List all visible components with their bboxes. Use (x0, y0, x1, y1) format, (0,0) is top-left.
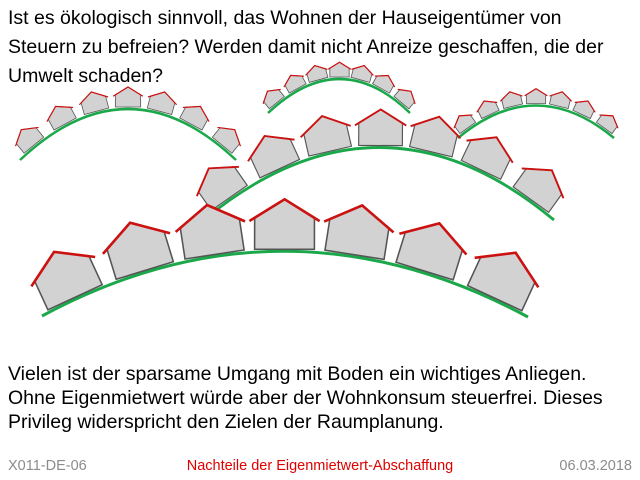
house-icon (350, 64, 374, 83)
house-icon (262, 88, 285, 110)
house-icon (524, 87, 548, 104)
house-icon (195, 165, 249, 212)
house-icon (14, 126, 45, 154)
house-icon (179, 105, 210, 131)
house-icon (572, 100, 596, 120)
house-icon (211, 126, 242, 154)
house-icon (323, 203, 395, 261)
slide-code: X011-DE-06 (8, 458, 87, 474)
house-icon (46, 105, 77, 131)
house-icon (146, 91, 178, 116)
house-icon (354, 108, 407, 147)
house-icon (372, 74, 396, 94)
house-icon (283, 74, 307, 94)
house-icon (78, 91, 110, 116)
hill-line (457, 104, 615, 139)
slide-topic: Nachteile der Eigenmietwert-Abschaffung (186, 458, 454, 474)
house-icon (174, 203, 246, 260)
house-icon (476, 100, 500, 120)
house-icon (512, 167, 565, 214)
hill-line (41, 249, 529, 319)
hill-line (267, 77, 411, 114)
house-icon (299, 114, 353, 157)
house-icon (30, 250, 104, 311)
house-icon (460, 136, 514, 180)
house-icon (395, 221, 468, 281)
house-icon (305, 64, 329, 83)
house-icon (247, 134, 301, 179)
slide-footer: X011-DE-06 Nachteile der Eigenmietwert-A… (8, 458, 632, 478)
house-icon (453, 114, 477, 135)
house-icon (248, 197, 321, 251)
house-icon (595, 114, 619, 135)
house-icon (408, 115, 462, 158)
slide-body-text: Vielen ist der sparsame Umgang mit Boden… (8, 363, 603, 433)
slide-date: 06.03.2018 (559, 458, 632, 474)
hill-line (205, 146, 555, 222)
house-icon (466, 251, 540, 312)
house-icon (112, 86, 144, 108)
house-icon (393, 88, 416, 110)
house-icon (101, 221, 175, 281)
house-icon (499, 91, 524, 109)
house-icon (327, 61, 352, 78)
hill-line (19, 107, 237, 161)
slide-title: Ist es ökologisch sinnvoll, das Wohnen d… (8, 7, 604, 87)
house-icon (548, 91, 573, 109)
